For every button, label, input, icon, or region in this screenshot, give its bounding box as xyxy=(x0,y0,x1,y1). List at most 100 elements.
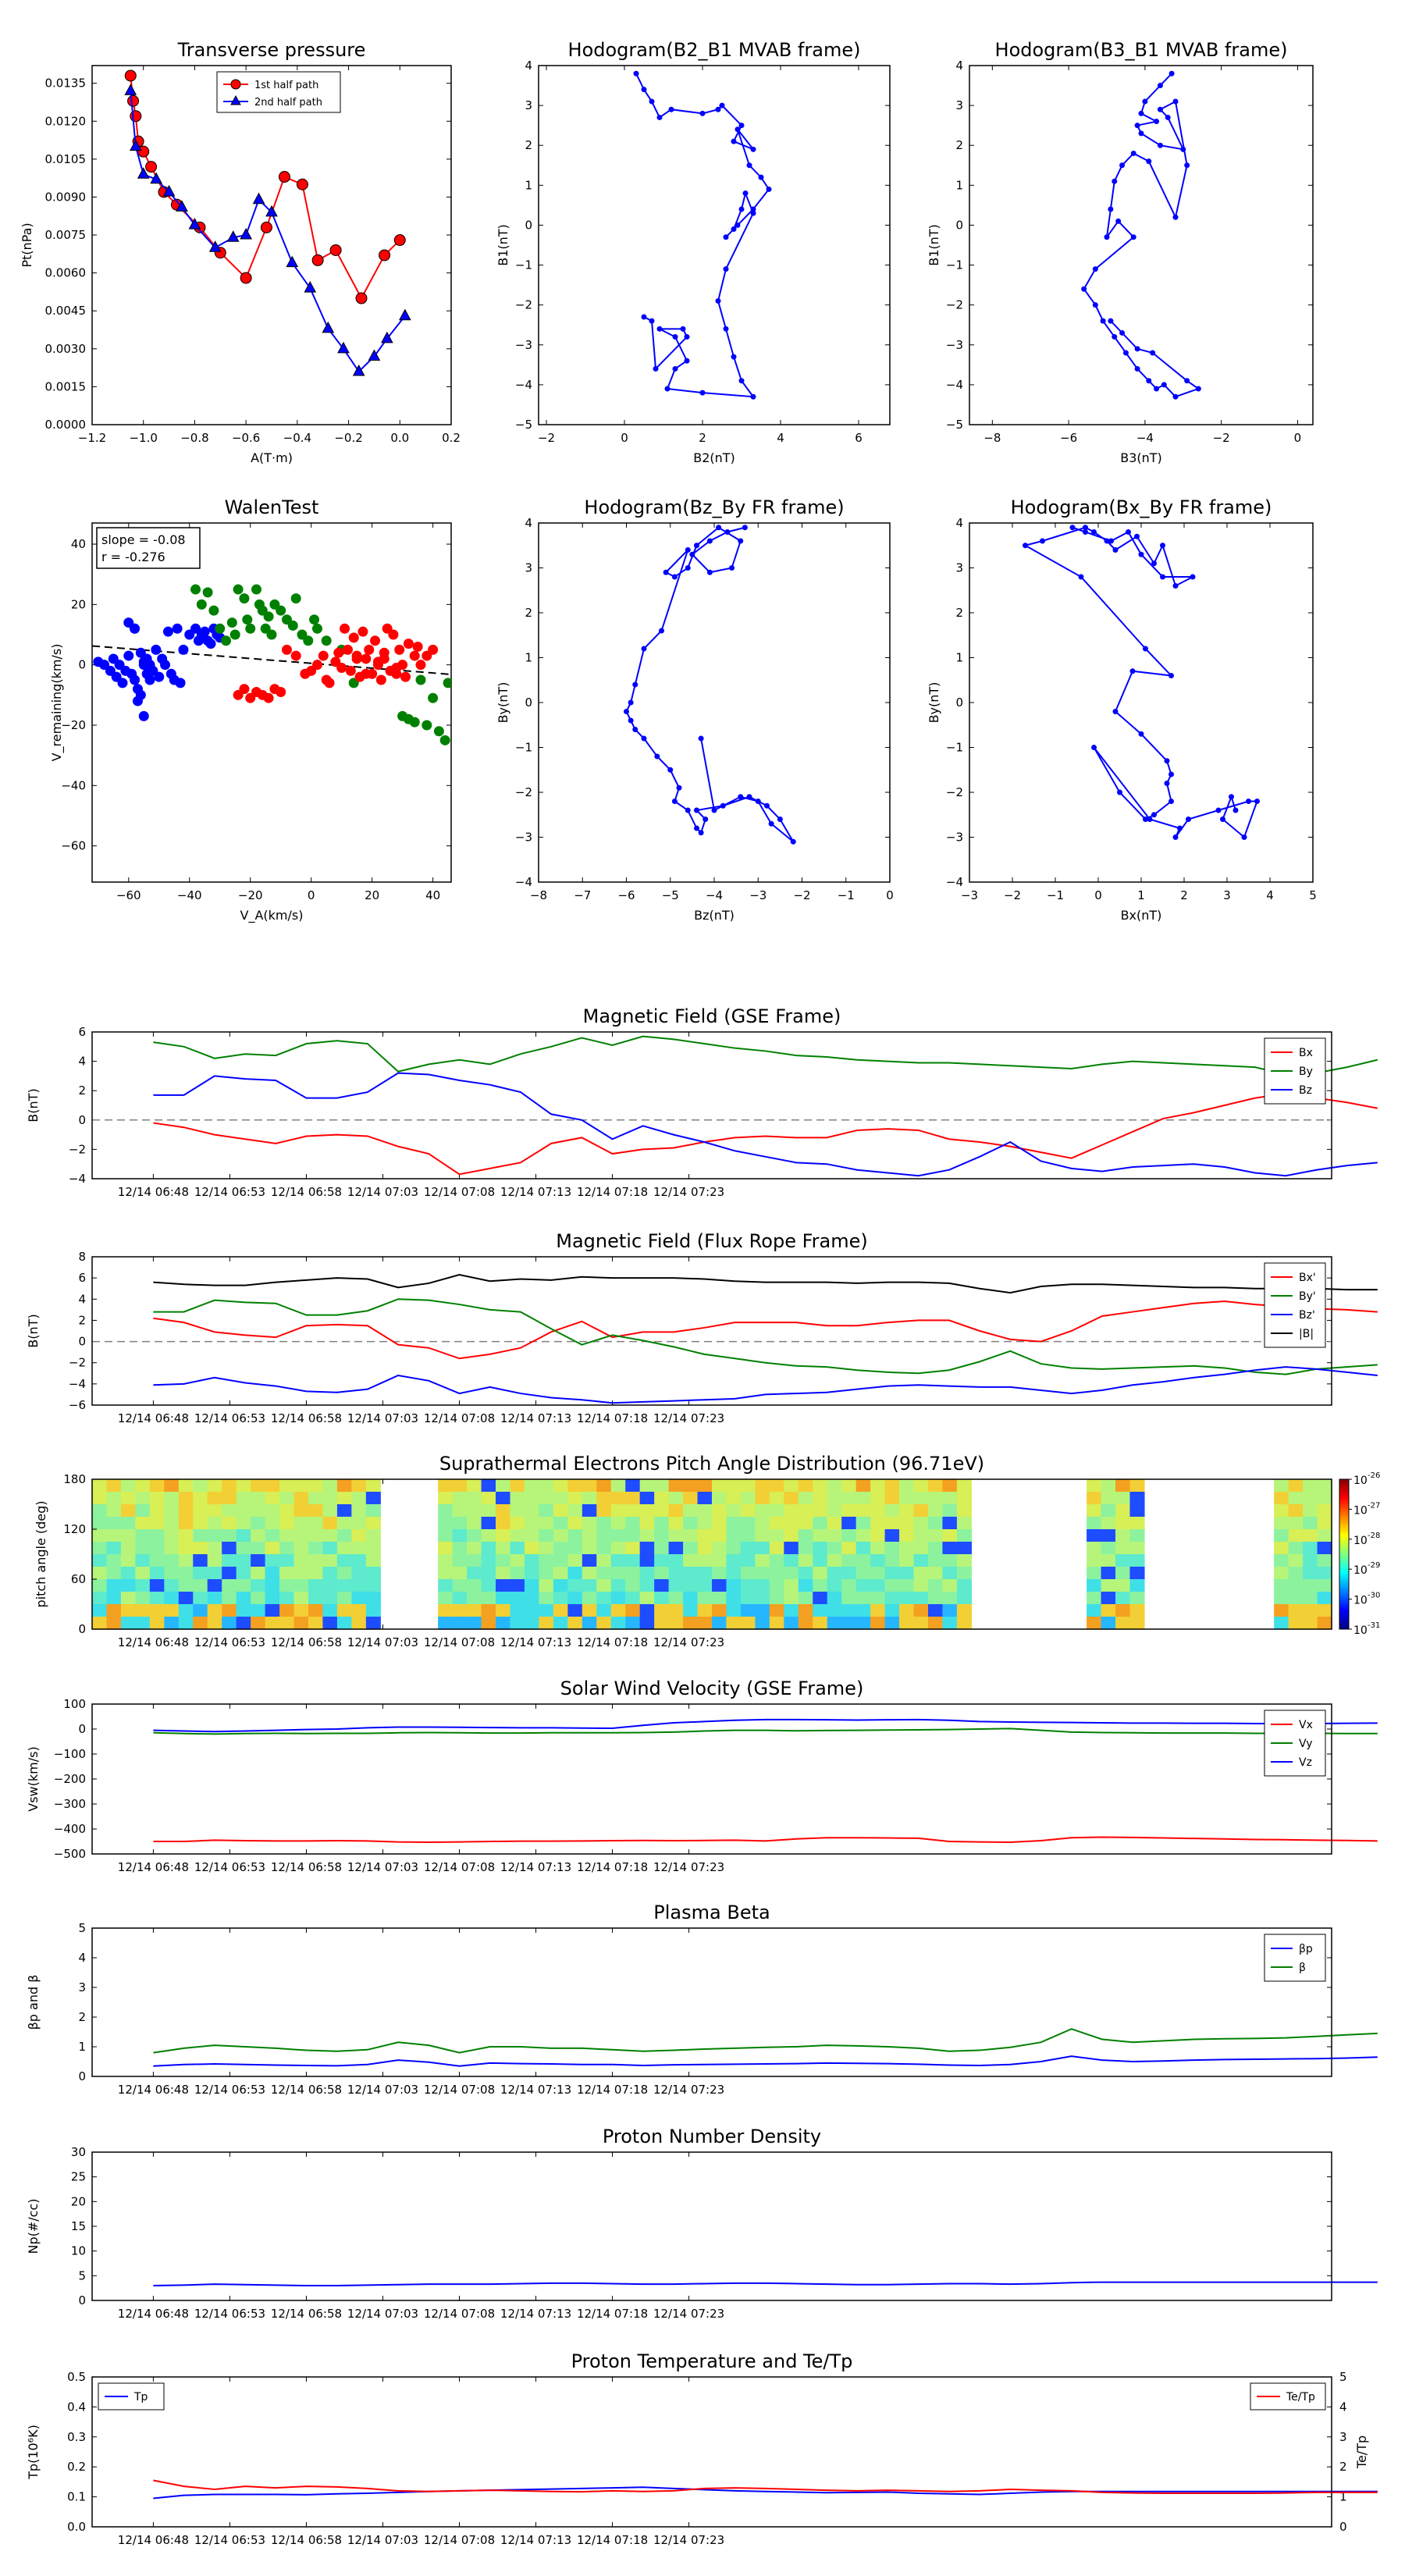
colorbar-label: 10 xyxy=(1353,1504,1368,1517)
data-point xyxy=(654,753,660,760)
heatmap-cell xyxy=(956,1517,972,1530)
x-tick-label: 12/14 06:53 xyxy=(194,2083,265,2097)
y-tick-label: −500 xyxy=(54,1847,86,1861)
y-tick-label: −3 xyxy=(515,338,532,352)
heatmap-cell xyxy=(164,1492,180,1505)
heatmap-cell xyxy=(668,1492,684,1505)
legend-label: 1st half path xyxy=(254,80,318,91)
heatmap-cell xyxy=(1317,1554,1332,1567)
x-tick-label: 12/14 06:58 xyxy=(271,1185,342,1199)
heatmap-cell xyxy=(956,1554,972,1567)
legend-label: Vy xyxy=(1299,1738,1313,1750)
heatmap-cell xyxy=(755,1579,770,1592)
y-tick-label: 120 xyxy=(63,1522,86,1536)
data-point xyxy=(1172,834,1179,840)
heatmap-cell xyxy=(841,1554,857,1567)
y-tick-label: 1 xyxy=(955,651,963,665)
data-point xyxy=(309,614,320,625)
y-tick-label: 0.0105 xyxy=(45,152,87,166)
y-tick-label: 30 xyxy=(71,2145,86,2159)
heatmap-cell xyxy=(654,1567,670,1580)
data-point xyxy=(114,660,125,671)
heatmap-cell xyxy=(351,1504,367,1517)
data-point xyxy=(731,226,737,233)
x-tick-label: −2 xyxy=(1213,431,1230,445)
x-axis-label: B3(nT) xyxy=(1120,450,1162,465)
heatmap-cell xyxy=(178,1529,194,1542)
heatmap-cell xyxy=(668,1542,684,1555)
heatmap-cell xyxy=(712,1504,727,1517)
data-point xyxy=(755,799,761,804)
heatmap-cell xyxy=(899,1604,915,1617)
heatmap-cell xyxy=(913,1492,929,1505)
data-point xyxy=(336,663,347,674)
heatmap-cell xyxy=(481,1617,496,1630)
heatmap-cell xyxy=(467,1592,482,1605)
heatmap-cell xyxy=(149,1567,165,1580)
data-point xyxy=(1229,794,1234,800)
data-point xyxy=(1115,218,1122,224)
y-axis-label: Vsw(km/s) xyxy=(26,1746,41,1811)
data-point xyxy=(124,69,137,82)
heatmap-cell xyxy=(712,1592,727,1605)
heatmap-cell xyxy=(120,1617,136,1630)
heatmap-cell xyxy=(496,1617,511,1630)
heatmap-cell xyxy=(496,1592,511,1605)
y-tick-label: 0.0 xyxy=(67,2520,86,2534)
heatmap-cell xyxy=(207,1542,222,1555)
heatmap-cell xyxy=(697,1579,713,1592)
heatmap-cell xyxy=(135,1592,151,1605)
data-point xyxy=(388,629,399,640)
heatmap-cell xyxy=(120,1604,136,1617)
heatmap-cell xyxy=(927,1604,944,1617)
heatmap-cell xyxy=(683,1504,699,1517)
heatmap-cell xyxy=(1303,1542,1318,1555)
plot-area xyxy=(624,525,796,845)
data-point xyxy=(188,218,201,229)
data-point xyxy=(624,709,629,714)
heatmap-cell xyxy=(697,1504,713,1517)
y2-tick-label: 3 xyxy=(1339,2430,1347,2444)
heatmap-cell xyxy=(610,1517,626,1530)
heatmap-cell xyxy=(654,1529,670,1542)
heatmap-cell xyxy=(654,1479,670,1493)
x-tick-label: 12/14 07:08 xyxy=(424,2533,495,2547)
heatmap-cell xyxy=(625,1542,641,1555)
heatmap-cell xyxy=(135,1617,151,1630)
x-axis-label: B2(nT) xyxy=(693,450,735,465)
heatmap-cell xyxy=(222,1492,237,1505)
heatmap-cell xyxy=(712,1479,727,1493)
data-point xyxy=(1112,547,1119,553)
colorbar-exponent: -29 xyxy=(1368,1561,1380,1570)
heatmap-cell xyxy=(1274,1617,1289,1630)
heatmap-cell xyxy=(467,1479,482,1493)
legend-label: Bx' xyxy=(1299,1272,1316,1284)
y-tick-label: 0.1 xyxy=(67,2490,86,2504)
heatmap-cell xyxy=(164,1504,180,1517)
heatmap-cell xyxy=(322,1542,338,1555)
data-point xyxy=(663,569,669,575)
heatmap-cell xyxy=(265,1579,280,1592)
heatmap-cell xyxy=(1115,1617,1131,1630)
heatmap-cell xyxy=(178,1517,194,1530)
y-tick-label: −60 xyxy=(61,839,86,853)
heatmap-cell xyxy=(639,1554,655,1567)
heatmap-cell xyxy=(251,1567,266,1580)
x-tick-label: 5 xyxy=(1309,888,1317,902)
heatmap-cell xyxy=(1101,1554,1116,1567)
data-point xyxy=(653,365,659,372)
plot-frame xyxy=(91,1703,1332,1855)
heatmap-cell xyxy=(452,1604,468,1617)
data-point xyxy=(699,110,706,116)
heatmap-cell xyxy=(265,1504,280,1517)
heatmap-cell xyxy=(755,1617,770,1630)
heatmap-cell xyxy=(582,1579,597,1592)
heatmap-cell xyxy=(336,1492,352,1505)
plot-area xyxy=(1081,70,1201,400)
series-line xyxy=(153,2055,1378,2067)
heatmap-cell xyxy=(1087,1479,1102,1493)
heatmap-cell xyxy=(251,1579,266,1592)
data-point xyxy=(239,593,250,604)
data-point xyxy=(1157,106,1163,112)
heatmap-cell xyxy=(654,1554,670,1567)
